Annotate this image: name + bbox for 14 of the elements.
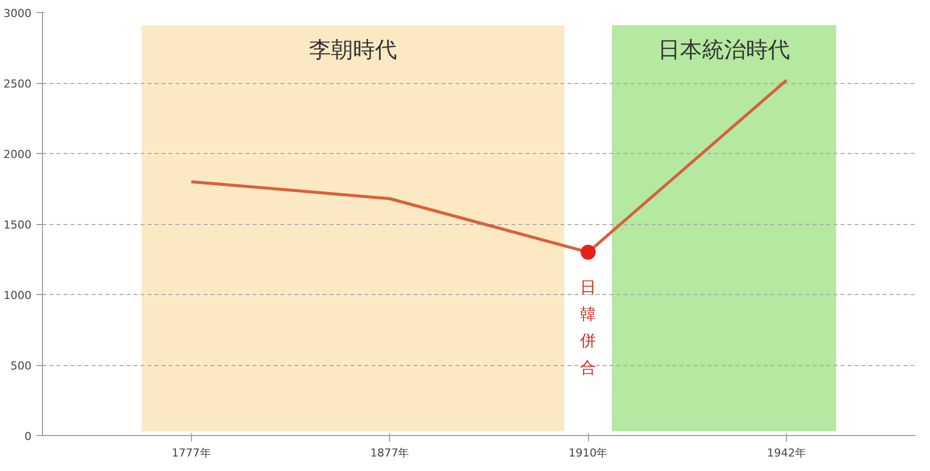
annotation: 日韓併合 bbox=[579, 278, 596, 377]
y-tick-label: 1000 bbox=[4, 289, 32, 302]
x-tick-label: 1777年 bbox=[172, 446, 211, 460]
band-label: 日本統治時代 bbox=[658, 38, 790, 64]
x-tick-label: 1877年 bbox=[370, 446, 410, 460]
y-tick-label: 0 bbox=[24, 430, 32, 443]
y-tick-label: 3000 bbox=[4, 7, 32, 20]
band-label: 李朝時代 bbox=[309, 38, 398, 64]
x-tick-label: 1910年 bbox=[568, 446, 608, 460]
y-tick-label: 1500 bbox=[4, 218, 32, 232]
y-tick-label: 500 bbox=[10, 360, 32, 372]
y-tick-label: 2500 bbox=[4, 78, 32, 90]
y-tick-label: 2000 bbox=[4, 148, 32, 161]
x-tick-label: 1942年 bbox=[767, 446, 806, 460]
